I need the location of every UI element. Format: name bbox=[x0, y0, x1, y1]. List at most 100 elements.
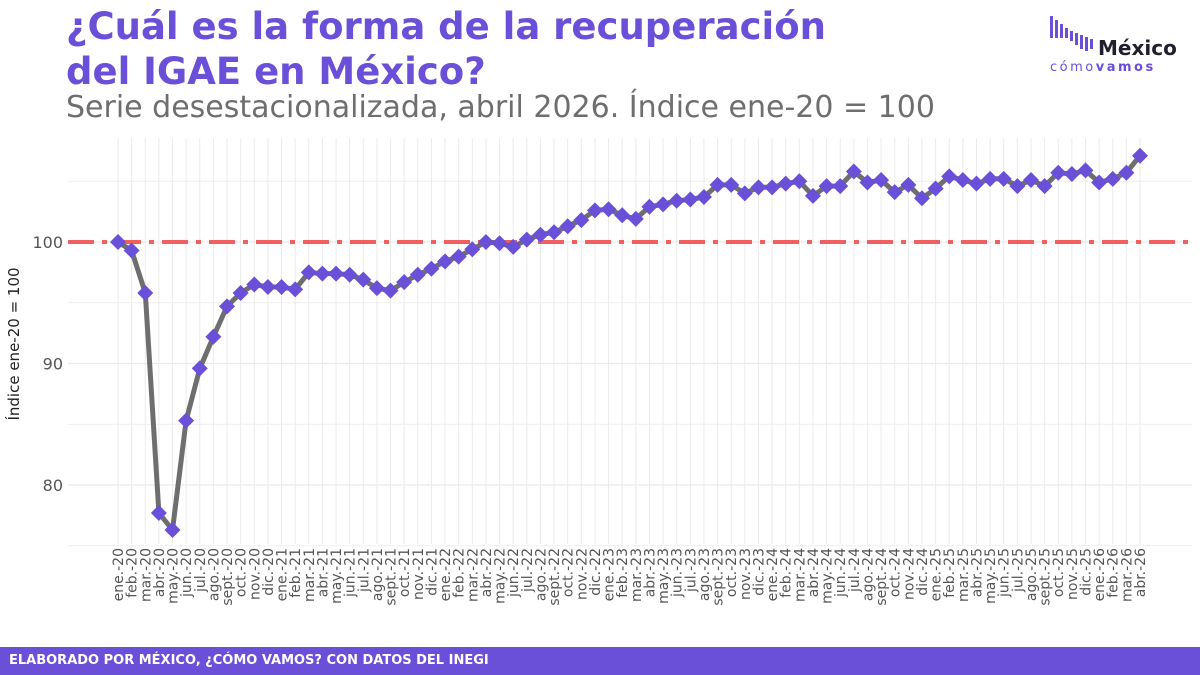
data-point-ago.-24 bbox=[859, 174, 876, 191]
data-point-jun.-22 bbox=[505, 238, 522, 255]
x-tick-label: oct.-22 bbox=[561, 548, 577, 597]
x-tick-label: ago.-25 bbox=[1024, 548, 1040, 601]
data-point-dic.-24 bbox=[913, 190, 930, 207]
data-point-feb.-21 bbox=[287, 281, 304, 298]
x-tick-label: feb.-23 bbox=[615, 548, 631, 598]
x-tick-label: sept.-25 bbox=[1038, 548, 1054, 606]
data-point-nov.-25 bbox=[1063, 165, 1080, 182]
x-tick-label: mar.-24 bbox=[792, 548, 808, 602]
x-tick-label: may.-20 bbox=[166, 548, 182, 604]
data-point-oct.-20 bbox=[232, 285, 249, 302]
x-tick-label: dic.-22 bbox=[588, 548, 604, 596]
data-point-abr.-20 bbox=[150, 504, 167, 521]
x-tick-label: dic.-21 bbox=[424, 548, 440, 596]
x-tick-label: jun.-25 bbox=[997, 548, 1013, 598]
data-point-dic.-20 bbox=[259, 278, 276, 295]
data-point-jun.-24 bbox=[832, 178, 849, 195]
x-tick-label: jun.-23 bbox=[670, 548, 686, 598]
x-tick-label: abr.-23 bbox=[642, 548, 658, 597]
data-point-feb.-20 bbox=[123, 242, 140, 259]
footer-bar: ELABORADO POR MÉXICO, ¿CÓMO VAMOS? CON D… bbox=[0, 647, 1200, 675]
data-point-mar.-24 bbox=[791, 173, 808, 190]
x-tick-label: abr.-24 bbox=[806, 548, 822, 597]
x-tick-label: jun.-21 bbox=[343, 548, 359, 598]
x-tick-label: oct.-21 bbox=[397, 548, 413, 597]
data-point-ene.-24 bbox=[764, 179, 781, 196]
y-tick-label: 100 bbox=[32, 233, 63, 252]
data-point-oct.-22 bbox=[559, 218, 576, 235]
data-point-jun.-23 bbox=[668, 192, 685, 209]
x-tick-label: ene.-20 bbox=[111, 548, 127, 601]
y-tick-label: 90 bbox=[43, 355, 63, 374]
x-tick-label: nov.-21 bbox=[411, 548, 427, 600]
x-tick-label: ene.-25 bbox=[929, 548, 945, 601]
x-tick-label: oct.-24 bbox=[888, 548, 904, 597]
data-point-jun.-25 bbox=[995, 170, 1012, 187]
x-tick-label: abr.-20 bbox=[152, 548, 168, 597]
data-point-abr.-24 bbox=[804, 187, 821, 204]
x-tick-label: may.-22 bbox=[493, 548, 509, 604]
x-tick-label: ene.-22 bbox=[438, 548, 454, 601]
data-point-sept.-24 bbox=[873, 172, 890, 189]
data-point-ene.-25 bbox=[927, 180, 944, 197]
data-point-may.-24 bbox=[818, 178, 835, 195]
x-tick-label: jul.-23 bbox=[683, 548, 699, 593]
x-tick-label: ago.-23 bbox=[697, 548, 713, 601]
data-point-jul.-23 bbox=[682, 191, 699, 208]
data-point-feb.-24 bbox=[777, 175, 794, 192]
x-tick-label: dic.-23 bbox=[751, 548, 767, 596]
chart-subtitle: Serie desestacionalizada, abril 2026. Ín… bbox=[66, 90, 935, 125]
data-point-oct.-24 bbox=[886, 184, 903, 201]
x-tick-label: jul.-20 bbox=[193, 548, 209, 593]
data-point-abr.-23 bbox=[641, 198, 658, 215]
x-tick-label: feb.-25 bbox=[942, 548, 958, 598]
x-tick-label: sept.-24 bbox=[874, 548, 890, 606]
x-tick-label: ago.-20 bbox=[206, 548, 222, 601]
x-tick-label: mar.-21 bbox=[302, 548, 318, 602]
x-tick-label: jul.-21 bbox=[356, 548, 372, 593]
x-tick-label: nov.-25 bbox=[1065, 548, 1081, 600]
data-point-jul.-25 bbox=[1009, 178, 1026, 195]
x-tick-label: abr.-25 bbox=[969, 548, 985, 597]
x-tick-label: abr.-21 bbox=[315, 548, 331, 597]
data-point-mar.-25 bbox=[954, 172, 971, 189]
x-tick-label: dic.-24 bbox=[915, 548, 931, 596]
igae-series-line bbox=[115, 153, 1143, 533]
data-point-jun.-21 bbox=[341, 266, 358, 283]
data-point-ago.-23 bbox=[695, 189, 712, 206]
data-point-mar.-23 bbox=[627, 210, 644, 227]
data-point-abr.-21 bbox=[314, 265, 331, 282]
data-point-feb.-25 bbox=[941, 168, 958, 185]
data-point-mar.-20 bbox=[137, 285, 154, 302]
x-tick-label: nov.-23 bbox=[738, 548, 754, 600]
x-tick-label: mar.-25 bbox=[956, 548, 972, 602]
data-point-dic.-25 bbox=[1077, 162, 1094, 179]
logo-wordmark: México bbox=[1098, 36, 1177, 60]
marker-layer bbox=[110, 147, 1148, 538]
data-point-oct.-25 bbox=[1050, 164, 1067, 181]
data-point-jul.-21 bbox=[355, 271, 372, 288]
data-point-mar.-22 bbox=[464, 241, 481, 258]
x-tick-label: jul.-25 bbox=[1010, 548, 1026, 593]
data-point-sept.-22 bbox=[546, 224, 563, 241]
x-tick-label: ene.-23 bbox=[602, 548, 618, 601]
data-point-jul.-24 bbox=[845, 163, 862, 180]
x-tick-label: feb.-22 bbox=[452, 548, 468, 598]
x-tick-label: oct.-23 bbox=[724, 548, 740, 597]
x-tick-label: may.-21 bbox=[329, 548, 345, 604]
x-tick-label: ene.-24 bbox=[765, 548, 781, 602]
x-tick-label: nov.-24 bbox=[901, 548, 917, 600]
data-point-sept.-25 bbox=[1036, 178, 1053, 195]
x-tick-label: ago.-22 bbox=[533, 548, 549, 601]
x-tick-label: abr.-26 bbox=[1133, 548, 1149, 597]
data-point-sept.-20 bbox=[219, 298, 236, 315]
chart-title-line-2: del IGAE en México? bbox=[66, 50, 486, 93]
x-tick-label: nov.-22 bbox=[574, 548, 590, 600]
logo-tagline: cómovamos bbox=[1050, 60, 1156, 75]
data-point-may.-20 bbox=[164, 521, 181, 538]
x-tick-label: mar.-26 bbox=[1119, 548, 1135, 602]
data-point-mar.-21 bbox=[300, 264, 317, 281]
y-tick-label: 80 bbox=[43, 476, 63, 495]
data-point-ago.-21 bbox=[368, 280, 385, 297]
